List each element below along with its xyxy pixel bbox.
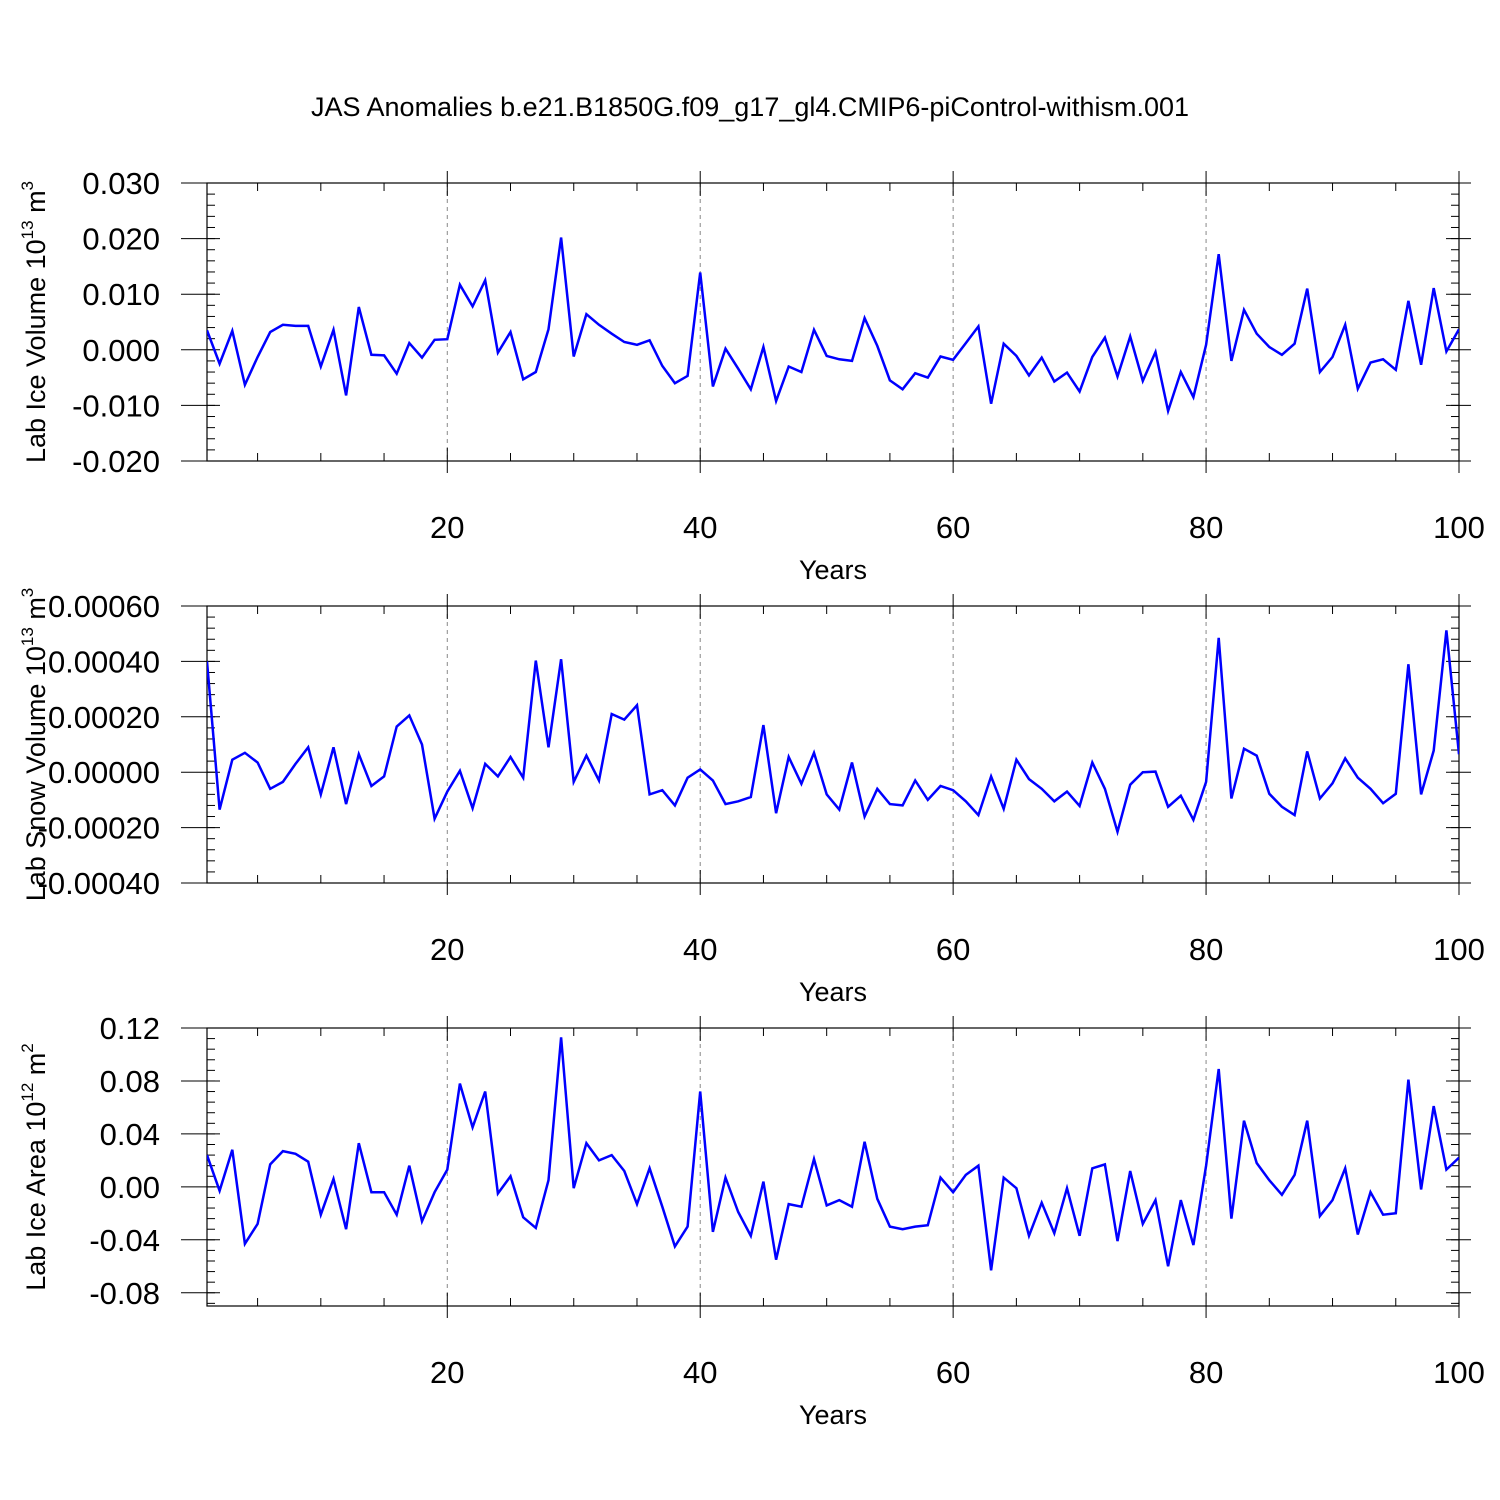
y-tick-label: -0.010	[72, 388, 160, 423]
panel-1: -0.020 -0.010 0.000 0.010 0.020 0.030 20 40 60 80…	[18, 166, 1485, 585]
y-tick-label: -0.020	[72, 444, 160, 479]
y-tick-label: 0.00040	[48, 644, 160, 679]
y-tick-label: 0.00	[100, 1170, 160, 1205]
x-tick-label: 20	[430, 1355, 464, 1390]
y-axis-label: Lab Ice Area 1012 m2	[18, 1043, 51, 1291]
x-axis-label: Years	[799, 977, 867, 1007]
y-tick-label: -0.08	[89, 1276, 160, 1311]
y-tick-label: 0.12	[100, 1011, 160, 1046]
x-tick-label: 40	[683, 510, 717, 545]
y-tick-label: 0.020	[82, 222, 160, 257]
series-line	[207, 630, 1459, 837]
x-tick-label: 100	[1433, 1355, 1485, 1390]
y-axis-label: Lab Snow Volume 1013 m3	[18, 588, 51, 902]
series-line	[207, 1037, 1459, 1271]
plot-frame	[206, 182, 1460, 462]
x-tick-label: 20	[430, 510, 464, 545]
panel-2: -0.00040 -0.00020 0.00000 0.00020 0.00040 0.0…	[18, 588, 1485, 1007]
y-tick-label: 0.08	[100, 1064, 160, 1099]
y-tick-label: 0.010	[82, 277, 160, 312]
plot-frame	[206, 1027, 1460, 1307]
x-tick-label: 60	[936, 1355, 970, 1390]
x-tick-label: 100	[1433, 510, 1485, 545]
x-tick-label: 80	[1189, 510, 1223, 545]
x-tick-label: 100	[1433, 932, 1485, 967]
x-tick-label: 40	[683, 1355, 717, 1390]
x-tick-label: 80	[1189, 932, 1223, 967]
y-tick-label: -0.00040	[38, 866, 160, 901]
y-axis-label: Lab Ice Volume 1013 m3	[18, 181, 51, 463]
y-tick-label: 0.00020	[48, 700, 160, 735]
x-tick-label: 80	[1189, 1355, 1223, 1390]
chart-title: JAS Anomalies b.e21.B1850G.f09_g17_gl4.C…	[311, 92, 1189, 122]
plot-frame	[206, 605, 1460, 884]
x-axis-label: Years	[799, 555, 867, 585]
y-tick-label: -0.04	[89, 1223, 160, 1258]
panel-3: -0.08 -0.04 0.00 0.04 0.08 0.12 20 40 60 80 100 Yea…	[18, 1011, 1485, 1430]
y-tick-label: -0.00020	[38, 811, 160, 846]
x-axis-label: Years	[799, 1400, 867, 1430]
y-tick-label: 0.00000	[48, 755, 160, 790]
y-tick-label: 0.04	[100, 1117, 160, 1152]
series-line	[207, 237, 1459, 416]
x-tick-label: 60	[936, 510, 970, 545]
x-tick-label: 20	[430, 932, 464, 967]
x-tick-label: 60	[936, 932, 970, 967]
y-tick-label: 0.030	[82, 166, 160, 201]
y-tick-label: 0.00060	[48, 589, 160, 624]
x-tick-label: 40	[683, 932, 717, 967]
y-tick-label: 0.000	[82, 333, 160, 368]
